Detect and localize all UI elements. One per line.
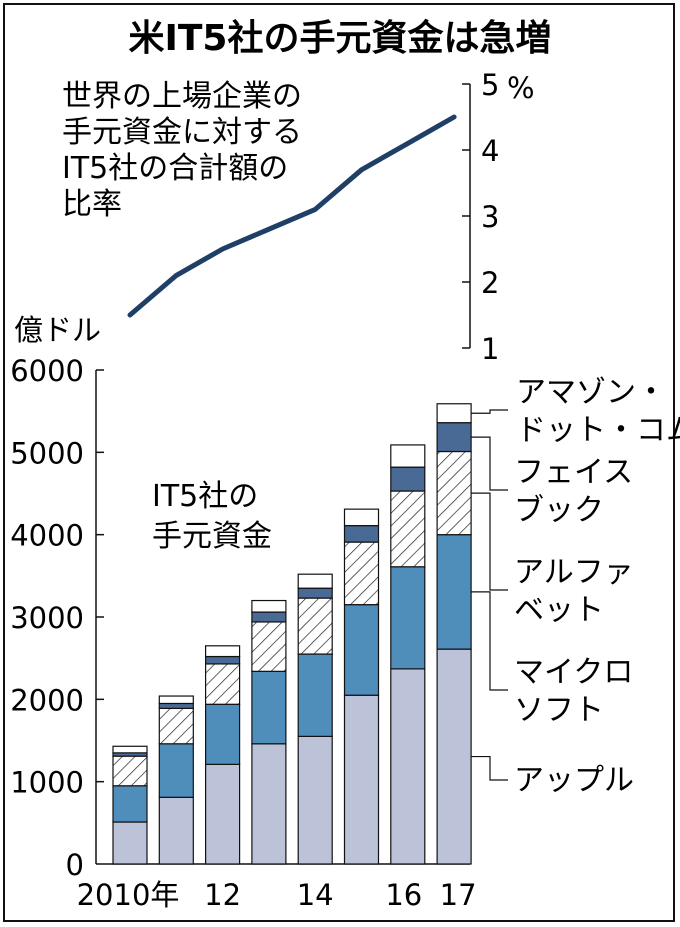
bar-segment-5 <box>436 403 472 424</box>
bar-segment-1 <box>251 743 287 865</box>
leader-line <box>471 409 508 414</box>
bar-segment-3 <box>251 621 287 672</box>
leader-line <box>471 436 508 491</box>
ratio-line <box>127 114 457 318</box>
leader-line <box>471 492 508 591</box>
bar-segment-1 <box>436 648 472 865</box>
bar-segment-1 <box>112 821 148 865</box>
bar-tick-label: 1000 <box>10 766 84 800</box>
bar-segment-4 <box>343 525 380 543</box>
bar-segment-3 <box>436 450 472 536</box>
series-label: アップル <box>514 763 634 798</box>
bar-segment-4 <box>251 611 287 623</box>
bar-tick-label: 2000 <box>10 683 84 717</box>
bar-segment-5 <box>205 645 241 658</box>
bar-segment-4 <box>297 587 333 599</box>
bar-segment-3 <box>158 707 194 745</box>
annotation-line-2: 手元資金 <box>152 519 272 554</box>
bar-segment-3 <box>343 541 380 606</box>
series-label: フェイス <box>514 455 633 490</box>
subtitle-line-3: IT5社の合計額の <box>62 151 288 186</box>
leader-line <box>471 591 508 691</box>
chart-title: 米IT5社の手元資金は急増 <box>128 17 551 59</box>
line-subtitle: 世界の上場企業の 手元資金に対する IT5社の合計額の 比率 <box>62 79 302 222</box>
bar-segment-3 <box>112 755 148 787</box>
line-y-ticks: 5 4 3 2 1 <box>462 68 499 366</box>
figure-frame <box>3 3 675 922</box>
leader-line <box>471 755 508 781</box>
bar-segment-5 <box>158 695 194 705</box>
x-tick-label: 12 <box>204 878 241 912</box>
subtitle-line-1: 世界の上場企業の <box>62 79 302 114</box>
bar-tick-label: 3000 <box>10 601 84 635</box>
x-tick-label: 2010年 <box>77 878 180 912</box>
x-tick-label: 16 <box>385 878 422 912</box>
bar-segment-3 <box>297 597 333 655</box>
bar-segment-4 <box>390 466 426 492</box>
bar-x-ticks: 2010年 12 14 16 17 <box>77 878 477 912</box>
line-tick-label: 3 <box>481 200 499 234</box>
bar-segment-2 <box>390 566 426 670</box>
bar-segment-5 <box>251 599 287 613</box>
bar-segment-4 <box>158 702 194 709</box>
bar-segment-5 <box>112 745 148 754</box>
bar-tick-label: 0 <box>66 848 84 882</box>
bar-segment-5 <box>390 444 426 468</box>
bar-stacks <box>112 403 472 865</box>
subtitle-line-4: 比率 <box>62 187 122 222</box>
bar-segment-1 <box>297 735 333 865</box>
line-y-unit: % <box>507 71 535 105</box>
bar-segment-1 <box>343 694 380 865</box>
bar-segment-1 <box>158 796 194 865</box>
bar-segment-4 <box>436 422 472 453</box>
bar-segment-2 <box>158 743 194 798</box>
subtitle-line-2: 手元資金に対する <box>62 115 302 150</box>
bar-segment-4 <box>205 655 241 665</box>
bar-segment-2 <box>343 604 380 696</box>
bar-segment-5 <box>343 508 380 527</box>
bar-tick-label: 5000 <box>10 436 84 470</box>
bar-segment-3 <box>205 663 241 705</box>
line-tick-label: 5 <box>481 68 499 102</box>
series-label: ソフト <box>514 693 604 728</box>
bar-segment-2 <box>112 785 148 823</box>
annotation-line-1: IT5社の <box>152 479 258 514</box>
bar-segment-5 <box>297 573 333 589</box>
bar-segment-2 <box>436 534 472 650</box>
bar-segment-2 <box>297 653 333 737</box>
line-tick-label: 2 <box>481 266 499 300</box>
line-tick-label: 4 <box>481 134 499 168</box>
bar-tick-label: 6000 <box>10 354 84 388</box>
series-label: ブック <box>514 493 604 528</box>
series-label: アマゾン・ <box>516 375 666 410</box>
bar-segment-2 <box>251 670 287 745</box>
series-label: アルファ <box>514 555 634 590</box>
series-label: ドット・コム <box>516 413 680 448</box>
x-tick-label: 17 <box>440 878 477 912</box>
x-tick-label: 14 <box>297 878 334 912</box>
bar-segment-3 <box>390 490 426 568</box>
bar-y-ticks: 6000 5000 4000 3000 2000 1000 0 <box>10 354 104 882</box>
bar-segment-1 <box>390 668 426 865</box>
bar-y-unit: 億ドル <box>14 313 101 347</box>
series-label: マイクロ <box>514 655 633 690</box>
bar-segment-2 <box>205 703 241 765</box>
line-tick-label: 1 <box>481 332 499 366</box>
bar-segment-1 <box>205 763 241 865</box>
series-label: ベット <box>514 593 604 628</box>
bar-tick-label: 4000 <box>10 519 84 553</box>
